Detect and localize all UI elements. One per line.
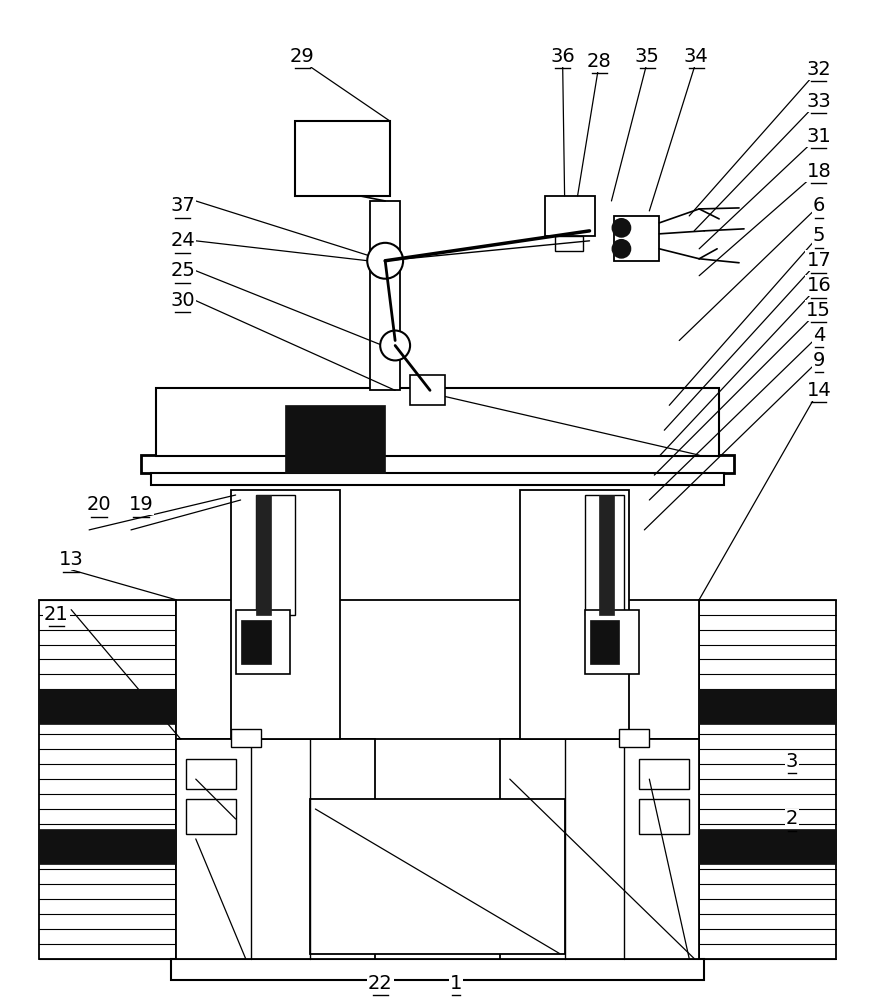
Text: 25: 25 — [170, 261, 195, 280]
Text: 3: 3 — [785, 752, 797, 771]
Bar — [186, 799, 235, 834]
Circle shape — [612, 240, 630, 258]
Text: 32: 32 — [805, 60, 831, 79]
Text: 17: 17 — [805, 251, 831, 270]
Bar — [588, 620, 618, 664]
Bar — [370, 201, 400, 390]
Text: 30: 30 — [170, 291, 195, 310]
Text: 16: 16 — [805, 276, 831, 295]
Bar — [156, 388, 718, 456]
Bar — [544, 196, 594, 236]
Text: 34: 34 — [683, 47, 708, 66]
Bar — [175, 600, 698, 959]
Bar — [410, 375, 445, 405]
Text: 35: 35 — [634, 47, 659, 66]
Bar — [554, 236, 581, 251]
Bar — [171, 959, 703, 980]
Text: 18: 18 — [805, 162, 831, 181]
Bar — [255, 495, 296, 615]
Text: 20: 20 — [87, 495, 111, 514]
Text: 13: 13 — [59, 550, 83, 569]
Text: 22: 22 — [367, 974, 392, 993]
Bar — [584, 495, 624, 615]
Bar — [618, 729, 649, 747]
Text: 19: 19 — [128, 495, 153, 514]
Circle shape — [612, 219, 630, 237]
Bar — [39, 689, 175, 724]
Bar — [499, 739, 698, 959]
Bar — [39, 600, 175, 959]
Bar — [698, 600, 835, 959]
Bar — [285, 405, 385, 473]
Bar — [151, 473, 724, 485]
Text: 37: 37 — [170, 196, 195, 215]
Text: 14: 14 — [805, 381, 831, 400]
Text: 2: 2 — [785, 809, 797, 828]
Text: 9: 9 — [812, 351, 824, 370]
Bar — [310, 799, 564, 954]
Bar — [698, 829, 835, 864]
Bar — [638, 759, 688, 789]
Text: 21: 21 — [44, 605, 68, 624]
Bar — [39, 829, 175, 864]
Bar — [186, 759, 235, 789]
Text: 1: 1 — [449, 974, 461, 993]
Bar — [584, 610, 638, 674]
Text: 31: 31 — [805, 127, 831, 146]
Text: 28: 28 — [587, 52, 611, 71]
Text: 29: 29 — [289, 47, 315, 66]
Bar — [231, 490, 340, 739]
Bar — [519, 490, 629, 739]
Bar — [698, 689, 835, 724]
Bar — [231, 729, 260, 747]
Circle shape — [367, 243, 403, 279]
Text: 15: 15 — [805, 301, 831, 320]
Text: 5: 5 — [811, 226, 824, 245]
Circle shape — [380, 331, 410, 360]
Text: 33: 33 — [805, 92, 831, 111]
Text: 6: 6 — [812, 196, 824, 215]
Bar — [599, 495, 614, 615]
Bar — [235, 610, 290, 674]
Text: 4: 4 — [812, 326, 824, 345]
Bar — [141, 455, 733, 473]
Bar — [638, 799, 688, 834]
Bar — [175, 739, 374, 959]
Bar — [255, 495, 270, 615]
Text: 36: 36 — [550, 47, 574, 66]
Text: 24: 24 — [170, 231, 195, 250]
Bar — [296, 121, 389, 196]
Bar — [614, 216, 659, 261]
Bar — [240, 620, 270, 664]
